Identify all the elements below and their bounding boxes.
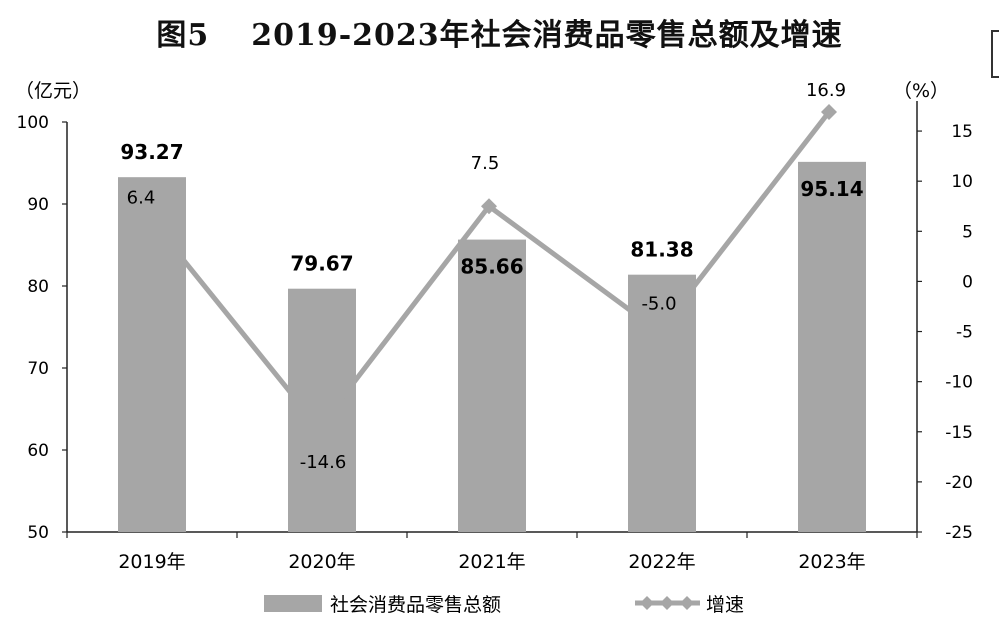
x-tick-label: 2019年 bbox=[118, 551, 185, 573]
bar-value-label: 95.14 bbox=[800, 177, 863, 201]
left-tick-label: 100 bbox=[17, 113, 49, 133]
edge-mark bbox=[991, 30, 999, 78]
right-axis-unit: （%） bbox=[893, 80, 949, 102]
growth-point bbox=[141, 209, 157, 226]
right-tick-label: -20 bbox=[945, 473, 973, 493]
bar bbox=[458, 239, 526, 532]
bar-value-label: 93.27 bbox=[120, 140, 183, 164]
right-tick-label: 10 bbox=[951, 172, 973, 192]
x-tick-label: 2021年 bbox=[458, 551, 525, 573]
left-tick-label: 50 bbox=[27, 523, 49, 543]
left-tick-label: 90 bbox=[27, 195, 49, 215]
growth-point bbox=[481, 198, 497, 215]
left-tick-label: 70 bbox=[27, 359, 49, 379]
bar-value-label: 81.38 bbox=[630, 238, 693, 262]
left-tick-label: 60 bbox=[27, 441, 49, 461]
growth-point bbox=[821, 104, 837, 121]
right-tick-label: 0 bbox=[962, 272, 973, 292]
growth-value-label: -14.6 bbox=[300, 452, 347, 473]
legend-line-marker bbox=[680, 596, 694, 610]
growth-value-label: 7.5 bbox=[471, 153, 500, 174]
legend-line-label: 增速 bbox=[706, 594, 744, 616]
growth-point bbox=[311, 419, 327, 436]
bar-value-label: 85.66 bbox=[460, 255, 523, 279]
bar bbox=[798, 161, 866, 533]
legend-line-marker bbox=[640, 596, 654, 610]
right-tick-label: -5 bbox=[956, 323, 973, 343]
legend-bar-swatch bbox=[264, 595, 322, 612]
right-tick-label: 15 bbox=[951, 122, 973, 142]
right-tick-label: -10 bbox=[945, 373, 973, 393]
growth-value-label: 16.9 bbox=[806, 80, 846, 101]
legend-line-marker bbox=[660, 596, 674, 610]
title-text: 2019-2023年社会消费品零售总额及增速 bbox=[251, 18, 843, 53]
x-tick-label: 2023年 bbox=[798, 551, 865, 573]
right-tick-label: 5 bbox=[962, 222, 973, 242]
left-tick-label: 80 bbox=[27, 277, 49, 297]
x-tick-label: 2022年 bbox=[628, 551, 695, 573]
legend-bar-label: 社会消费品零售总额 bbox=[330, 594, 501, 616]
growth-point bbox=[651, 323, 667, 340]
bar bbox=[288, 288, 356, 532]
right-tick-label: -25 bbox=[945, 523, 973, 543]
bar bbox=[118, 177, 186, 532]
left-axis-unit: （亿元） bbox=[15, 80, 91, 102]
right-tick-label: -15 bbox=[945, 423, 973, 443]
figure-label: 图5 bbox=[156, 18, 210, 53]
bar-value-label: 79.67 bbox=[290, 252, 353, 276]
chart-title: 图5 2019-2023年社会消费品零售总额及增速 bbox=[0, 10, 999, 54]
growth-value-label: 6.4 bbox=[127, 187, 156, 208]
x-tick-label: 2020年 bbox=[288, 551, 355, 573]
growth-value-label: -5.0 bbox=[641, 294, 676, 315]
